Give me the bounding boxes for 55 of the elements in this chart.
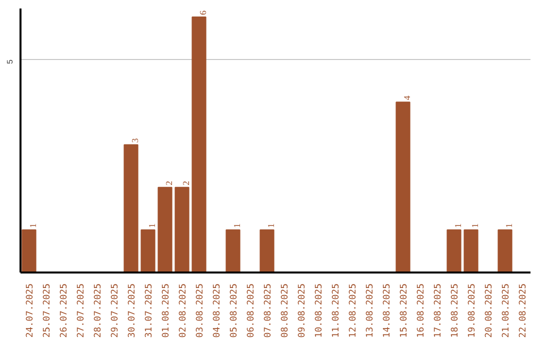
x-tick-label: 09.08.2025 (298, 283, 308, 338)
bar (22, 229, 36, 272)
bar (192, 16, 206, 272)
x-tick-label: 02.08.2025 (178, 283, 188, 338)
bar (124, 144, 138, 272)
x-tick-label: 24.07.2025 (26, 283, 36, 338)
x-tick-label: 31.07.2025 (144, 283, 154, 338)
bar (260, 229, 274, 272)
x-tick-label: 19.08.2025 (468, 283, 478, 338)
x-tick-label: 22.08.2025 (518, 283, 528, 338)
x-tick-label: 17.08.2025 (434, 283, 444, 338)
bar (140, 229, 156, 272)
x-tick-label: 21.08.2025 (502, 283, 512, 338)
x-tick-label: 13.08.2025 (366, 283, 376, 338)
x-tick-label: 04.08.2025 (212, 283, 222, 338)
x-tick-label: 06.08.2025 (246, 283, 256, 338)
x-tick-label: 30.07.2025 (128, 283, 138, 338)
data-label: 1 (147, 223, 157, 228)
x-tick-label: 08.08.2025 (280, 283, 290, 338)
x-tick-label: 12.08.2025 (348, 283, 358, 338)
bar (174, 186, 190, 272)
bar (498, 229, 512, 272)
x-tick-label: 10.08.2025 (314, 283, 324, 338)
x-tick-label: 01.08.2025 (162, 283, 172, 338)
x-tick-label: 26.07.2025 (60, 283, 70, 338)
bar (226, 229, 240, 272)
x-tick-label: 07.08.2025 (264, 283, 274, 338)
x-tick-label: 16.08.2025 (416, 283, 426, 338)
data-label: 1 (470, 223, 480, 228)
bar (396, 102, 410, 272)
x-tick-label: 18.08.2025 (450, 283, 460, 338)
x-tick-label: 29.07.2025 (110, 283, 120, 338)
x-tick-label: 27.07.2025 (76, 283, 86, 338)
data-label: 6 (198, 10, 208, 16)
bar (446, 229, 462, 272)
data-label: 1 (232, 223, 242, 228)
data-label: 4 (402, 95, 412, 100)
y-tick-label: 5 (6, 59, 14, 64)
x-tick-label: 25.07.2025 (42, 283, 52, 338)
data-label: 1 (28, 223, 38, 228)
data-label: 2 (164, 180, 174, 186)
x-tick-label: 20.08.2025 (484, 283, 494, 338)
x-tick-label: 05.08.2025 (230, 283, 240, 338)
x-tick-label: 03.08.2025 (196, 283, 206, 338)
x-tick-label: 15.08.2025 (400, 283, 410, 338)
data-label: 3 (130, 138, 140, 143)
data-label: 2 (181, 180, 191, 186)
bar (464, 229, 478, 272)
bar (158, 186, 172, 272)
x-tick-label: 11.08.2025 (332, 283, 342, 338)
x-tick-label: 28.07.2025 (94, 283, 104, 338)
data-label: 1 (504, 223, 514, 228)
data-label: 1 (266, 223, 276, 228)
data-label: 1 (453, 223, 463, 228)
x-tick-label: 14.08.2025 (382, 283, 392, 338)
